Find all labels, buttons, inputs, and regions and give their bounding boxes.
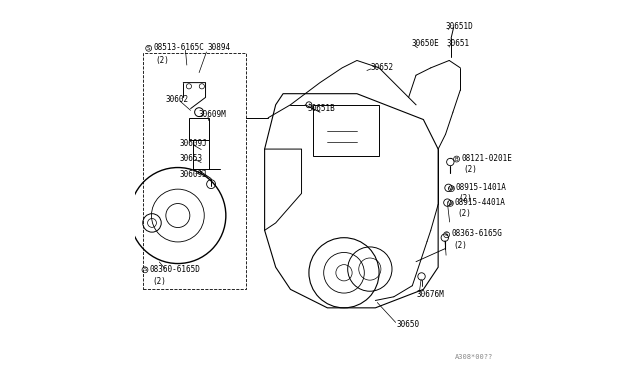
Text: 30894: 30894 [207, 43, 230, 52]
Text: 30653: 30653 [180, 154, 203, 163]
Polygon shape [264, 94, 438, 308]
Text: S: S [143, 267, 147, 272]
Text: (2): (2) [152, 278, 166, 286]
Text: S: S [445, 232, 449, 237]
Text: 30651B: 30651B [307, 104, 335, 113]
Text: S: S [147, 46, 150, 51]
Text: A308*00??: A308*00?? [455, 353, 493, 359]
Text: 30650: 30650 [396, 320, 419, 329]
Text: 30602: 30602 [166, 95, 189, 104]
Bar [312, 105, 379, 157]
Text: 30609J: 30609J [180, 170, 207, 179]
Text: 08513-6165C: 08513-6165C [153, 43, 204, 52]
Text: B: B [455, 157, 458, 161]
Text: (2): (2) [454, 241, 468, 250]
Text: 08363-6165G: 08363-6165G [451, 230, 502, 238]
Text: 08915-1401A: 08915-1401A [456, 183, 507, 192]
Text: 08121-0201E: 08121-0201E [461, 154, 512, 163]
Text: (2): (2) [458, 209, 471, 218]
Bar [189, 118, 209, 140]
Text: 30651D: 30651D [445, 22, 474, 31]
Text: (2): (2) [463, 165, 477, 174]
Text: (2): (2) [156, 56, 170, 65]
Text: 30651: 30651 [446, 39, 469, 48]
Bar [143, 53, 246, 289]
Text: (2): (2) [458, 195, 472, 203]
Text: 30609M: 30609M [198, 109, 226, 119]
Text: W: W [449, 186, 454, 191]
Text: 30609J: 30609J [180, 139, 207, 148]
Text: 08360-6165D: 08360-6165D [149, 264, 200, 273]
Text: 08915-4401A: 08915-4401A [455, 198, 506, 207]
Text: 30652: 30652 [371, 63, 394, 72]
Text: 30676M: 30676M [417, 291, 445, 299]
Text: W: W [447, 201, 453, 206]
Text: 30650E: 30650E [412, 39, 439, 48]
